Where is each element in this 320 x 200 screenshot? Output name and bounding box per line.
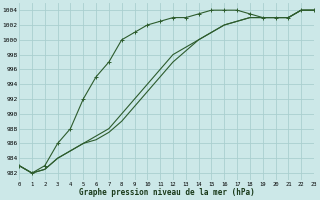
X-axis label: Graphe pression niveau de la mer (hPa): Graphe pression niveau de la mer (hPa) [79, 188, 254, 197]
